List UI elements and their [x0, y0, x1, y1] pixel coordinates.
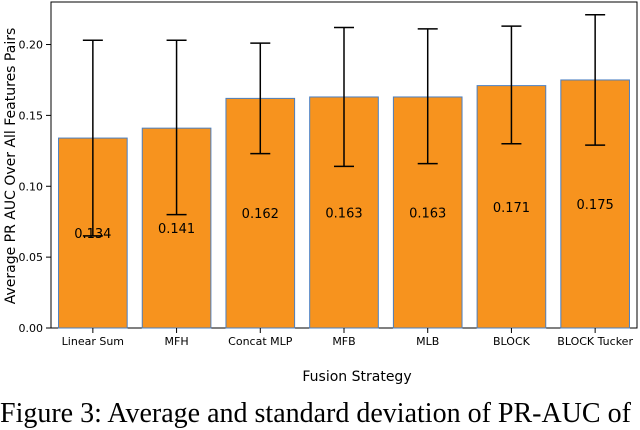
y-tick-label: 0.05: [19, 251, 44, 264]
error-bars-group: [82, 14, 606, 237]
x-tick-label: Linear Sum: [62, 335, 124, 348]
data-label: 0.171: [493, 201, 530, 216]
y-tick-label: 0.20: [19, 39, 44, 52]
x-tick-label: Concat MLP: [228, 335, 293, 348]
x-tick-label: MLB: [416, 335, 439, 348]
y-axis-label: Average PR AUC Over All Features Pairs: [3, 28, 19, 305]
data-label: 0.141: [158, 222, 195, 237]
data-labels-group: 0.134 0.141 0.162 0.163 0.163 0.171 0.175: [74, 198, 614, 242]
data-label: 0.163: [325, 206, 362, 221]
y-tick-label: 0.00: [19, 322, 44, 335]
data-label: 0.162: [242, 207, 279, 222]
y-tick-label: 0.10: [19, 180, 44, 193]
chart: 0.134 0.141 0.162 0.163 0.163 0.171 0.175 0.00…: [3, 1, 638, 385]
y-axis-ticks: 0.00 0.05 0.10 0.15 0.20: [19, 39, 51, 335]
x-tick-label: MFB: [332, 335, 355, 348]
data-label: 0.163: [409, 206, 446, 221]
x-tick-label: BLOCK: [493, 335, 531, 348]
x-tick-label: BLOCK Tucker: [557, 335, 633, 348]
data-label: 0.175: [577, 198, 614, 213]
x-axis-ticks: Linear Sum MFH Concat MLP MFB MLB BLOCK BLOCK …: [62, 328, 633, 348]
figure-caption: Figure 3: Average and standard deviation…: [0, 398, 631, 429]
x-tick-label: MFH: [165, 335, 189, 348]
x-axis-label: Fusion Strategy: [302, 369, 411, 385]
data-label: 0.134: [74, 227, 111, 242]
y-tick-label: 0.15: [19, 109, 44, 122]
